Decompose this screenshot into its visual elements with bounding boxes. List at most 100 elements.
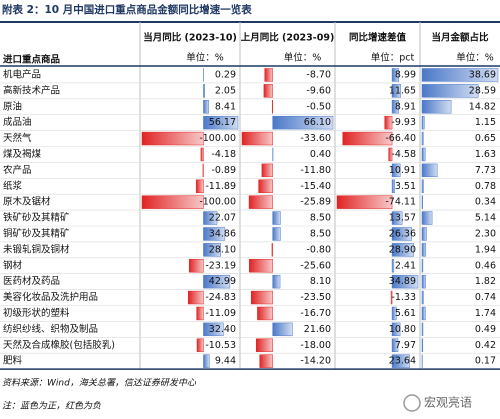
column-header: 同比增速差值	[349, 32, 407, 44]
cell-value: 7.97	[395, 340, 416, 351]
data-bar	[197, 339, 203, 352]
column-header: 当月同比 (2023-10)	[143, 32, 237, 44]
cell-value: -74.11	[385, 197, 416, 208]
row-label: 原油	[3, 100, 22, 112]
data-bar	[422, 243, 426, 256]
row-label: 钢材	[3, 259, 23, 271]
cell-value: 13.57	[389, 213, 416, 224]
unit-label: 单位：%	[456, 52, 494, 64]
cell-value: 26.36	[389, 228, 416, 239]
cell-value: -24.83	[205, 292, 236, 303]
data-bar	[256, 339, 272, 352]
row-label: 天然气	[3, 132, 32, 144]
row-label: 原木及锯材	[3, 196, 51, 208]
data-bar	[273, 212, 281, 225]
data-bar	[203, 355, 209, 368]
data-bar	[337, 196, 392, 209]
data-bar	[273, 228, 281, 241]
row-label: 机电产品	[3, 68, 41, 80]
cell-value: -1.33	[391, 292, 416, 303]
cell-value: -11.89	[205, 181, 236, 192]
cell-value: 5.61	[395, 308, 416, 319]
data-bar	[422, 196, 423, 209]
row-label: 肥料	[3, 355, 23, 367]
data-bar	[203, 84, 204, 97]
data-bar	[251, 291, 272, 304]
row-label: 高新技术产品	[3, 84, 60, 96]
data-bar	[422, 164, 437, 177]
data-bar	[262, 164, 273, 177]
row-label: 医药材及药品	[3, 275, 60, 287]
cell-value: 8.41	[215, 101, 236, 112]
row-label: 美容化妆品及洗护用品	[3, 291, 98, 303]
row-label: 煤及褐煤	[3, 148, 42, 160]
cell-value: 2.41	[395, 260, 416, 271]
cell-value: 22.07	[209, 213, 236, 224]
unit-label: 单位：%	[284, 52, 322, 64]
cell-value: -4.18	[211, 149, 236, 160]
cell-value: 8.50	[310, 228, 331, 239]
data-bar	[422, 100, 451, 113]
cell-value: 0.40	[310, 149, 331, 160]
cell-value: 11.65	[389, 85, 416, 96]
cell-value: -9.60	[306, 85, 331, 96]
cell-value: 7.73	[475, 165, 496, 176]
cell-value: 23.64	[389, 356, 416, 367]
data-bar	[249, 259, 272, 272]
data-bar	[422, 307, 425, 320]
cell-value: -4.58	[391, 149, 416, 160]
data-bar	[142, 196, 203, 209]
cell-value: 38.69	[469, 69, 496, 80]
cell-value: -16.70	[300, 308, 331, 319]
cell-value: 32.40	[209, 324, 236, 335]
data-bar	[422, 291, 423, 304]
data-bar	[201, 148, 204, 161]
cell-value: 28.59	[469, 85, 496, 96]
data-bar	[422, 275, 426, 288]
source: 资料来源：Wind，海关总署，信达证券研发中心	[2, 378, 197, 389]
cell-value: -25.60	[300, 260, 331, 271]
cell-value: -0.80	[306, 244, 331, 255]
cell-value: 1.94	[475, 244, 496, 255]
cell-value: 8.50	[310, 213, 331, 224]
cell-value: 9.44	[215, 356, 236, 367]
data-bar	[422, 180, 424, 193]
cell-value: 2.05	[215, 85, 236, 96]
data-bar	[422, 132, 423, 145]
cell-value: 8.10	[310, 276, 331, 287]
cell-value: 0.42	[475, 340, 496, 351]
cell-value: 42.99	[209, 276, 236, 287]
data-bar	[422, 212, 432, 225]
cell-value: -15.40	[300, 181, 331, 192]
data-bar	[392, 259, 394, 272]
data-bar	[249, 196, 273, 209]
data-bar	[273, 323, 293, 336]
cell-value: 34.86	[209, 228, 236, 239]
cell-value: 66.10	[304, 117, 331, 128]
cell-value: 0.49	[475, 324, 496, 335]
data-bar	[422, 339, 423, 352]
data-bar	[260, 355, 273, 368]
cell-value: 0.78	[475, 181, 496, 192]
cell-value: 8.91	[395, 101, 416, 112]
cell-value: -0.50	[306, 101, 331, 112]
cell-value: -23.50	[300, 292, 331, 303]
data-bar	[203, 100, 208, 113]
cell-value: -11.80	[300, 165, 331, 176]
title: 附表 2：10 月中国进口重点商品金额同比增速一览表	[2, 3, 252, 16]
data-bar	[422, 259, 423, 272]
cell-value: -0.89	[211, 165, 236, 176]
data-bar	[196, 180, 203, 193]
cell-value: 0.74	[475, 292, 496, 303]
cell-value: -9.93	[391, 117, 416, 128]
cell-value: -18.00	[300, 340, 331, 351]
cell-value: 56.17	[209, 117, 236, 128]
data-bar	[189, 259, 203, 272]
data-bar	[264, 84, 273, 97]
row-label: 成品油	[3, 116, 32, 128]
data-bar	[422, 323, 423, 336]
cell-value: 34.89	[389, 276, 416, 287]
cell-value: 1.15	[475, 117, 496, 128]
row-label: 纸浆	[3, 180, 23, 192]
cell-value: 10.80	[389, 324, 416, 335]
